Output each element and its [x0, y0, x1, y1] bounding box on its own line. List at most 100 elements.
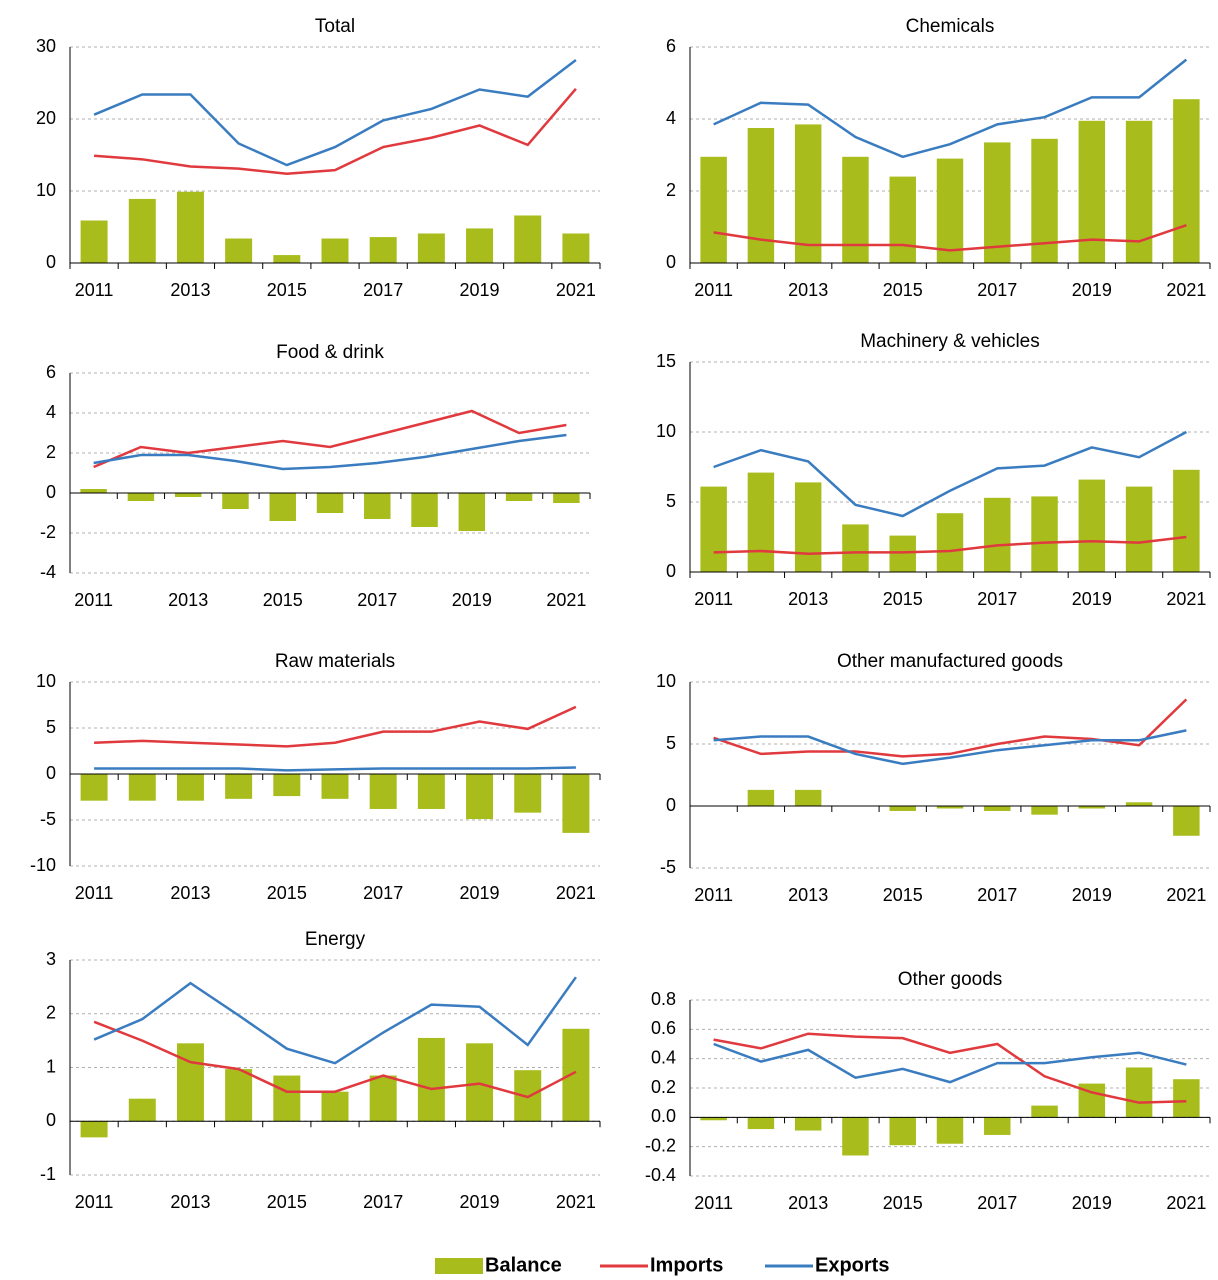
y-tick-label: 0: [666, 252, 676, 272]
x-tick-label: 2019: [460, 883, 500, 903]
bar: [128, 1098, 156, 1122]
y-tick-label: 10: [36, 180, 56, 200]
line: [94, 766, 576, 772]
bar: [1173, 806, 1200, 836]
bar: [1173, 1079, 1200, 1118]
line: [713, 535, 1187, 556]
bar: [225, 1069, 253, 1122]
bar: [984, 1117, 1011, 1135]
bar: [1031, 496, 1058, 572]
x-tick-label: 2019: [460, 280, 500, 300]
bar: [1031, 1105, 1058, 1118]
x-tick-label: 2013: [170, 883, 210, 903]
bar: [889, 535, 916, 572]
line: [93, 409, 567, 469]
y-tick-label: 2: [46, 1003, 56, 1023]
bar: [316, 493, 344, 513]
line: [713, 58, 1188, 159]
x-tick-label: 2011: [694, 280, 733, 300]
y-tick-label: 0.8: [651, 989, 676, 1009]
bar: [273, 774, 301, 797]
bar: [1173, 99, 1200, 263]
x-tick-label: 2011: [694, 885, 733, 905]
bar: [225, 238, 253, 263]
bar: [176, 191, 204, 263]
bar: [505, 493, 533, 501]
line: [713, 224, 1187, 252]
y-tick-label: 10: [36, 671, 56, 691]
x-tick-label: 2013: [788, 1193, 828, 1213]
bar: [417, 774, 445, 809]
x-tick-label: 2013: [168, 590, 208, 610]
bar: [417, 1037, 445, 1122]
y-tick-label: 30: [36, 36, 56, 56]
bar: [128, 774, 156, 801]
x-tick-label: 2013: [788, 885, 828, 905]
x-tick-label: 2021: [1166, 885, 1206, 905]
x-tick-label: 2019: [1072, 589, 1112, 609]
x-tick-label: 2015: [263, 590, 303, 610]
y-tick-label: 2: [46, 442, 56, 462]
bar: [936, 806, 964, 809]
x-tick-label: 2017: [977, 1193, 1017, 1213]
bar: [889, 806, 916, 811]
x-tick-label: 2011: [74, 590, 113, 610]
x-tick-label: 2011: [75, 280, 114, 300]
x-tick-label: 2013: [170, 1192, 210, 1212]
x-tick-label: 2021: [556, 280, 596, 300]
chart-title: Raw materials: [275, 651, 395, 672]
bar: [225, 774, 253, 799]
bar: [369, 1075, 397, 1122]
y-tick-label: 5: [666, 491, 676, 511]
legend-label: Balance: [485, 1254, 562, 1276]
bar: [794, 124, 822, 264]
bar: [369, 774, 397, 809]
y-tick-label: -4: [40, 562, 56, 582]
x-tick-label: 2017: [977, 589, 1017, 609]
bar: [747, 789, 775, 806]
y-tick-label: 4: [666, 108, 676, 128]
bar: [842, 524, 869, 572]
chart-title: Machinery & vehicles: [860, 331, 1040, 352]
bar: [553, 493, 580, 503]
bar: [417, 233, 445, 263]
x-tick-label: 2013: [788, 280, 828, 300]
chart-title: Other goods: [898, 969, 1003, 990]
y-tick-label: -1: [40, 1164, 56, 1184]
y-tick-label: 5: [666, 733, 676, 753]
bar: [842, 1117, 869, 1156]
x-tick-label: 2011: [75, 1192, 114, 1212]
bar: [936, 158, 964, 263]
y-tick-label: 6: [666, 36, 676, 56]
bar: [936, 1117, 964, 1144]
y-tick-label: 0: [46, 763, 56, 783]
line: [93, 58, 577, 167]
y-tick-label: 3: [46, 949, 56, 969]
bar: [747, 1117, 775, 1130]
bar: [747, 472, 775, 572]
y-tick-label: -0.4: [645, 1165, 676, 1185]
bar: [176, 774, 204, 801]
bar: [466, 774, 494, 820]
x-tick-label: 2019: [1072, 885, 1112, 905]
y-tick-label: 2: [666, 180, 676, 200]
bar: [273, 255, 301, 263]
chart-title: Total: [315, 16, 355, 37]
y-tick-label: 4: [46, 402, 56, 422]
bar: [984, 497, 1011, 572]
bar: [747, 128, 775, 263]
bar: [369, 237, 397, 263]
x-tick-label: 2013: [788, 589, 828, 609]
bar: [321, 1091, 349, 1122]
bar: [562, 774, 590, 833]
bar: [794, 482, 822, 572]
bar: [984, 806, 1011, 811]
y-tick-label: 10: [656, 671, 676, 691]
y-tick-label: 0.0: [651, 1106, 676, 1126]
legend-label: Imports: [650, 1254, 723, 1276]
y-tick-label: -10: [30, 855, 56, 875]
x-tick-label: 2017: [977, 885, 1017, 905]
legend-label: Exports: [815, 1254, 889, 1276]
bar: [411, 493, 438, 527]
chart-title: Energy: [305, 929, 366, 950]
